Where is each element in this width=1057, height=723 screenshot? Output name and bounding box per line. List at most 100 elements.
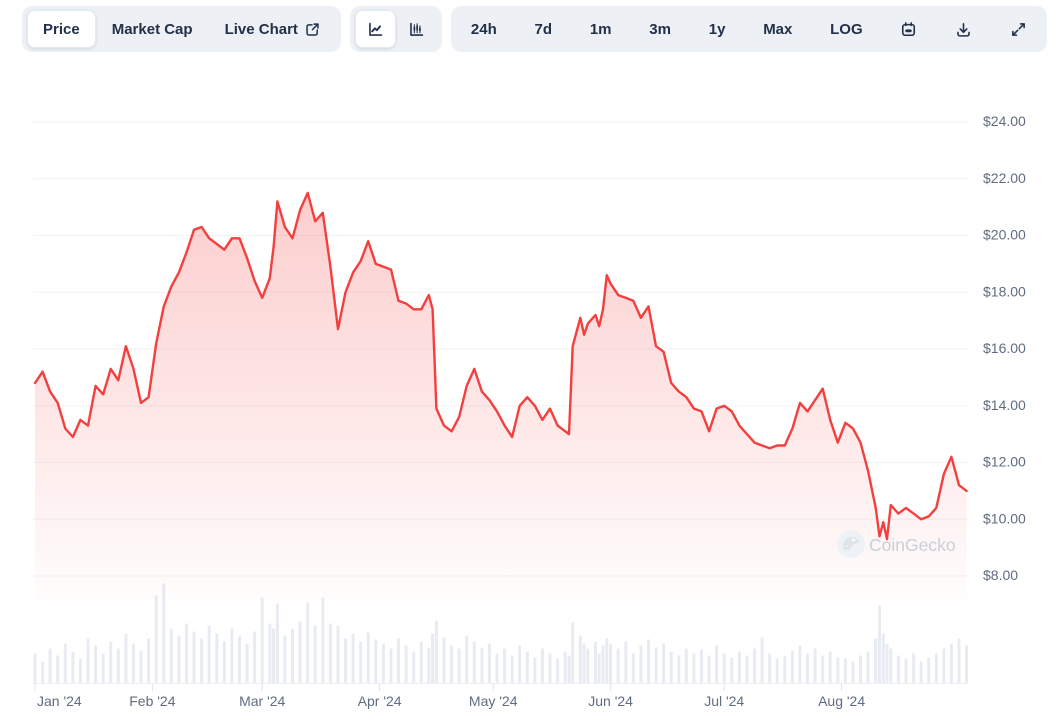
coingecko-watermark: CoinGecko: [837, 530, 956, 558]
volume-bar: [63, 643, 67, 684]
volume-bar: [404, 645, 408, 684]
x-axis-label: May '24: [469, 693, 518, 709]
volume-bar: [563, 651, 567, 684]
volume-bar: [366, 632, 370, 684]
volume-bar: [132, 643, 135, 684]
volume-bar: [934, 653, 938, 684]
live-chart-label: Live Chart: [224, 20, 298, 38]
volume-bar: [253, 631, 257, 684]
x-axis-labels: Jan '24 Feb '24 Mar '24 Apr '24 May '24 Jun '…: [37, 693, 865, 709]
volume-bar: [465, 635, 469, 684]
x-axis-label: Jan '24: [37, 693, 82, 709]
x-axis-label: Apr '24: [358, 693, 402, 709]
y-axis-labels: $24.00 $22.00 $20.00 $18.00 $16.00 $14.00 $12.…: [983, 113, 1026, 583]
download-button[interactable]: [949, 10, 978, 48]
volume-bar: [154, 595, 158, 684]
volume-bar: [881, 633, 885, 684]
volume-bar: [381, 643, 385, 684]
volume-bar: [597, 653, 601, 684]
volume-bar: [540, 648, 544, 684]
range-max[interactable]: Max: [757, 10, 798, 48]
x-axis-ticks: [34, 683, 843, 691]
volume-bar: [885, 643, 889, 684]
volume-bar: [503, 648, 507, 684]
range-1m[interactable]: 1m: [584, 10, 618, 48]
volume-bar: [207, 625, 211, 684]
y-axis-label: $12.00: [983, 454, 1026, 470]
x-axis-label: Jul '24: [704, 693, 744, 709]
volume-bar: [344, 638, 347, 684]
volume-bar: [48, 648, 52, 684]
volume-bar: [510, 655, 514, 684]
tab-market-cap[interactable]: Market Cap: [96, 10, 209, 48]
volume-bar: [41, 661, 45, 684]
volume-bar: [412, 651, 416, 684]
calendar-button[interactable]: [894, 10, 923, 48]
range-7d[interactable]: 7d: [529, 10, 559, 48]
volume-bar: [116, 648, 120, 684]
volume-bar: [192, 631, 196, 684]
volume-bar: [684, 648, 688, 684]
volume-bar: [957, 638, 961, 684]
volume-bar: [927, 657, 931, 684]
volume-bar: [56, 655, 60, 684]
view-tab-group: Price Market Cap Live Chart: [22, 6, 341, 52]
tab-live-chart[interactable]: Live Chart: [209, 10, 336, 48]
volume-bar: [556, 658, 560, 684]
volume-bar: [949, 643, 953, 684]
volume-bar: [525, 651, 529, 684]
volume-bar: [124, 633, 128, 684]
line-chart-type-button[interactable]: [354, 10, 396, 48]
volume-bar: [495, 653, 499, 684]
range-1y[interactable]: 1y: [703, 10, 732, 48]
volume-bar: [859, 655, 862, 684]
y-axis-label: $20.00: [983, 227, 1026, 243]
calendar-icon: [902, 21, 916, 36]
volume-bar: [753, 648, 756, 684]
candlestick-chart-icon: [410, 22, 424, 36]
volume-bar: [230, 628, 234, 684]
volume-bar: [147, 638, 151, 684]
y-axis-label: $14.00: [983, 397, 1026, 413]
range-24h[interactable]: 24h: [465, 10, 503, 48]
volume-bar: [169, 628, 173, 684]
volume-bar: [639, 645, 643, 684]
volume-bar: [487, 643, 491, 684]
volume-bar: [336, 625, 340, 684]
volume-bar: [836, 657, 840, 684]
volume-bar: [472, 641, 476, 684]
volume-bar: [722, 653, 726, 684]
volume-bar: [457, 648, 461, 684]
log-scale-button[interactable]: LOG: [824, 10, 869, 48]
volume-bar: [616, 648, 620, 684]
volume-bar: [783, 655, 787, 684]
volume-bar: [101, 653, 105, 684]
x-axis-label: Feb '24: [129, 693, 175, 709]
volume-bar: [586, 648, 590, 684]
volume-bar: [245, 643, 249, 684]
volume-bar: [647, 639, 650, 684]
watermark-text: CoinGecko: [869, 535, 956, 555]
volume-bar: [578, 635, 582, 684]
candlestick-chart-type-button[interactable]: [396, 10, 437, 48]
volume-bar: [397, 638, 400, 684]
volume-bar: [677, 655, 681, 684]
volume-bar: [374, 639, 378, 684]
range-3m[interactable]: 3m: [643, 10, 677, 48]
expand-button[interactable]: [1004, 10, 1033, 48]
volume-bar: [548, 653, 552, 684]
volume-bar: [78, 658, 82, 684]
volume-bar: [351, 633, 355, 684]
price-area: [35, 192, 967, 600]
volume-bar: [904, 658, 908, 684]
volume-bar: [480, 647, 484, 684]
y-axis-label: $18.00: [983, 283, 1026, 299]
range-group: 24h 7d 1m 3m 1y Max LOG: [450, 6, 1047, 52]
volume-bar: [965, 645, 969, 684]
volume-bar: [313, 625, 317, 684]
volume-bar: [139, 650, 143, 684]
y-axis-label: $10.00: [983, 510, 1026, 526]
tab-price[interactable]: Price: [27, 10, 96, 48]
volume-bar: [745, 655, 749, 684]
